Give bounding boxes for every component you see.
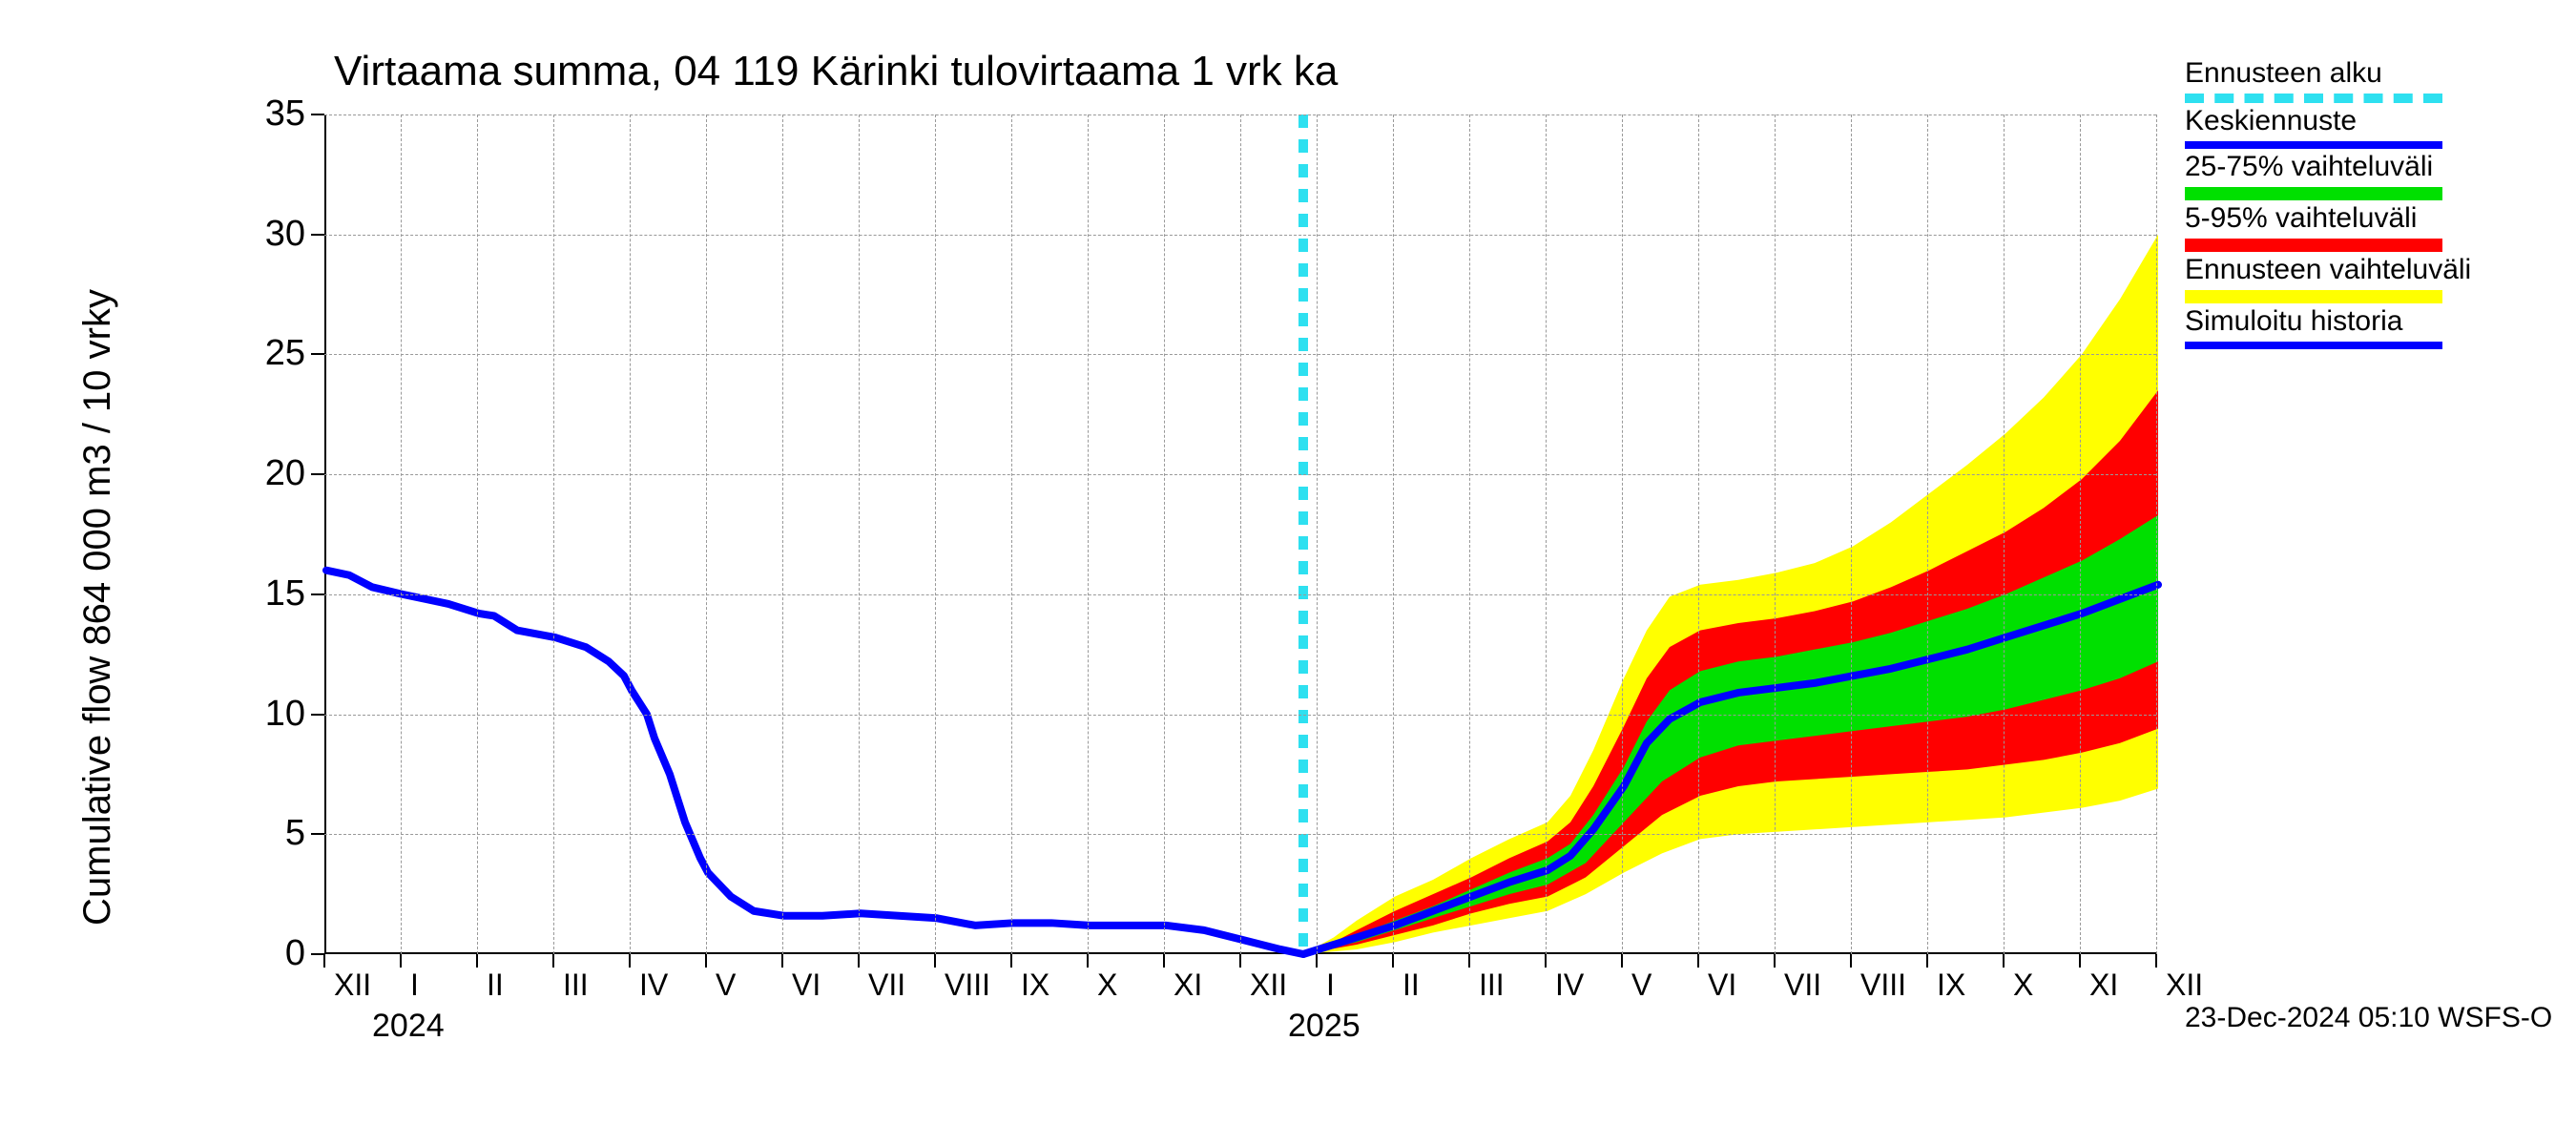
xtick-label: III xyxy=(1479,968,1505,1003)
xtick-label: VII xyxy=(1784,968,1821,1003)
xtick-label: X xyxy=(1097,968,1117,1003)
xtick-label: XII xyxy=(1250,968,1287,1003)
timestamp-label: 23-Dec-2024 05:10 WSFS-O xyxy=(2185,1002,2552,1034)
year-label: 2024 xyxy=(372,1008,445,1045)
xtick-label: VII xyxy=(868,968,905,1003)
legend-swatch xyxy=(2185,342,2442,349)
legend-swatch xyxy=(2185,239,2442,252)
xtick-label: IV xyxy=(1555,968,1584,1003)
xtick-label: XI xyxy=(1174,968,1202,1003)
history-line xyxy=(326,571,1303,954)
legend-label: Keskiennuste xyxy=(2185,105,2471,137)
xtick-label: II xyxy=(1402,968,1420,1003)
chart-container: { "title": "Virtaama summa, 04 119 Kärin… xyxy=(0,0,2576,1145)
legend-label: Simuloitu historia xyxy=(2185,305,2471,338)
ytick-label: 35 xyxy=(229,94,305,135)
legend-swatch xyxy=(2185,94,2442,103)
plot-svg xyxy=(326,114,2158,954)
xtick-label: V xyxy=(1631,968,1652,1003)
y-axis-label: Cumulative flow 864 000 m3 / 10 vrky xyxy=(76,289,119,926)
legend-item: 25-75% vaihteluväli xyxy=(2185,151,2471,200)
xtick-label: XI xyxy=(2089,968,2118,1003)
legend: Ennusteen alku Keskiennuste 25-75% vaihtel… xyxy=(2185,57,2471,351)
legend-item: Keskiennuste xyxy=(2185,105,2471,149)
xtick-label: I xyxy=(410,968,419,1003)
ytick-label: 15 xyxy=(229,573,305,614)
xtick-label: IX xyxy=(1021,968,1049,1003)
legend-item: Simuloitu historia xyxy=(2185,305,2471,349)
xtick-label: VIII xyxy=(945,968,990,1003)
ytick-label: 0 xyxy=(229,933,305,974)
legend-label: Ennusteen vaihteluväli xyxy=(2185,254,2471,286)
ytick-label: 20 xyxy=(229,453,305,494)
xtick-label: IX xyxy=(1937,968,1965,1003)
year-label: 2025 xyxy=(1288,1008,1361,1045)
xtick-label: VI xyxy=(792,968,821,1003)
xtick-label: III xyxy=(563,968,589,1003)
ytick-label: 5 xyxy=(229,813,305,854)
legend-item: 5-95% vaihteluväli xyxy=(2185,202,2471,252)
xtick-label: XII xyxy=(334,968,371,1003)
xtick-label: X xyxy=(2013,968,2033,1003)
xtick-label: IV xyxy=(639,968,668,1003)
xtick-label: XII xyxy=(2166,968,2203,1003)
xtick-label: I xyxy=(1326,968,1335,1003)
legend-item: Ennusteen vaihteluväli xyxy=(2185,254,2471,303)
chart-title: Virtaama summa, 04 119 Kärinki tulovirta… xyxy=(334,48,1338,95)
legend-label: Ennusteen alku xyxy=(2185,57,2471,90)
ytick-label: 25 xyxy=(229,333,305,374)
legend-item: Ennusteen alku xyxy=(2185,57,2471,103)
xtick-label: VI xyxy=(1708,968,1736,1003)
ytick-label: 10 xyxy=(229,694,305,735)
legend-swatch xyxy=(2185,187,2442,200)
legend-label: 25-75% vaihteluväli xyxy=(2185,151,2471,183)
xtick-label: V xyxy=(716,968,736,1003)
xtick-label: II xyxy=(487,968,504,1003)
legend-swatch xyxy=(2185,290,2442,303)
ytick-label: 30 xyxy=(229,214,305,255)
xtick-label: VIII xyxy=(1860,968,1906,1003)
legend-label: 5-95% vaihteluväli xyxy=(2185,202,2471,235)
legend-swatch xyxy=(2185,141,2442,149)
